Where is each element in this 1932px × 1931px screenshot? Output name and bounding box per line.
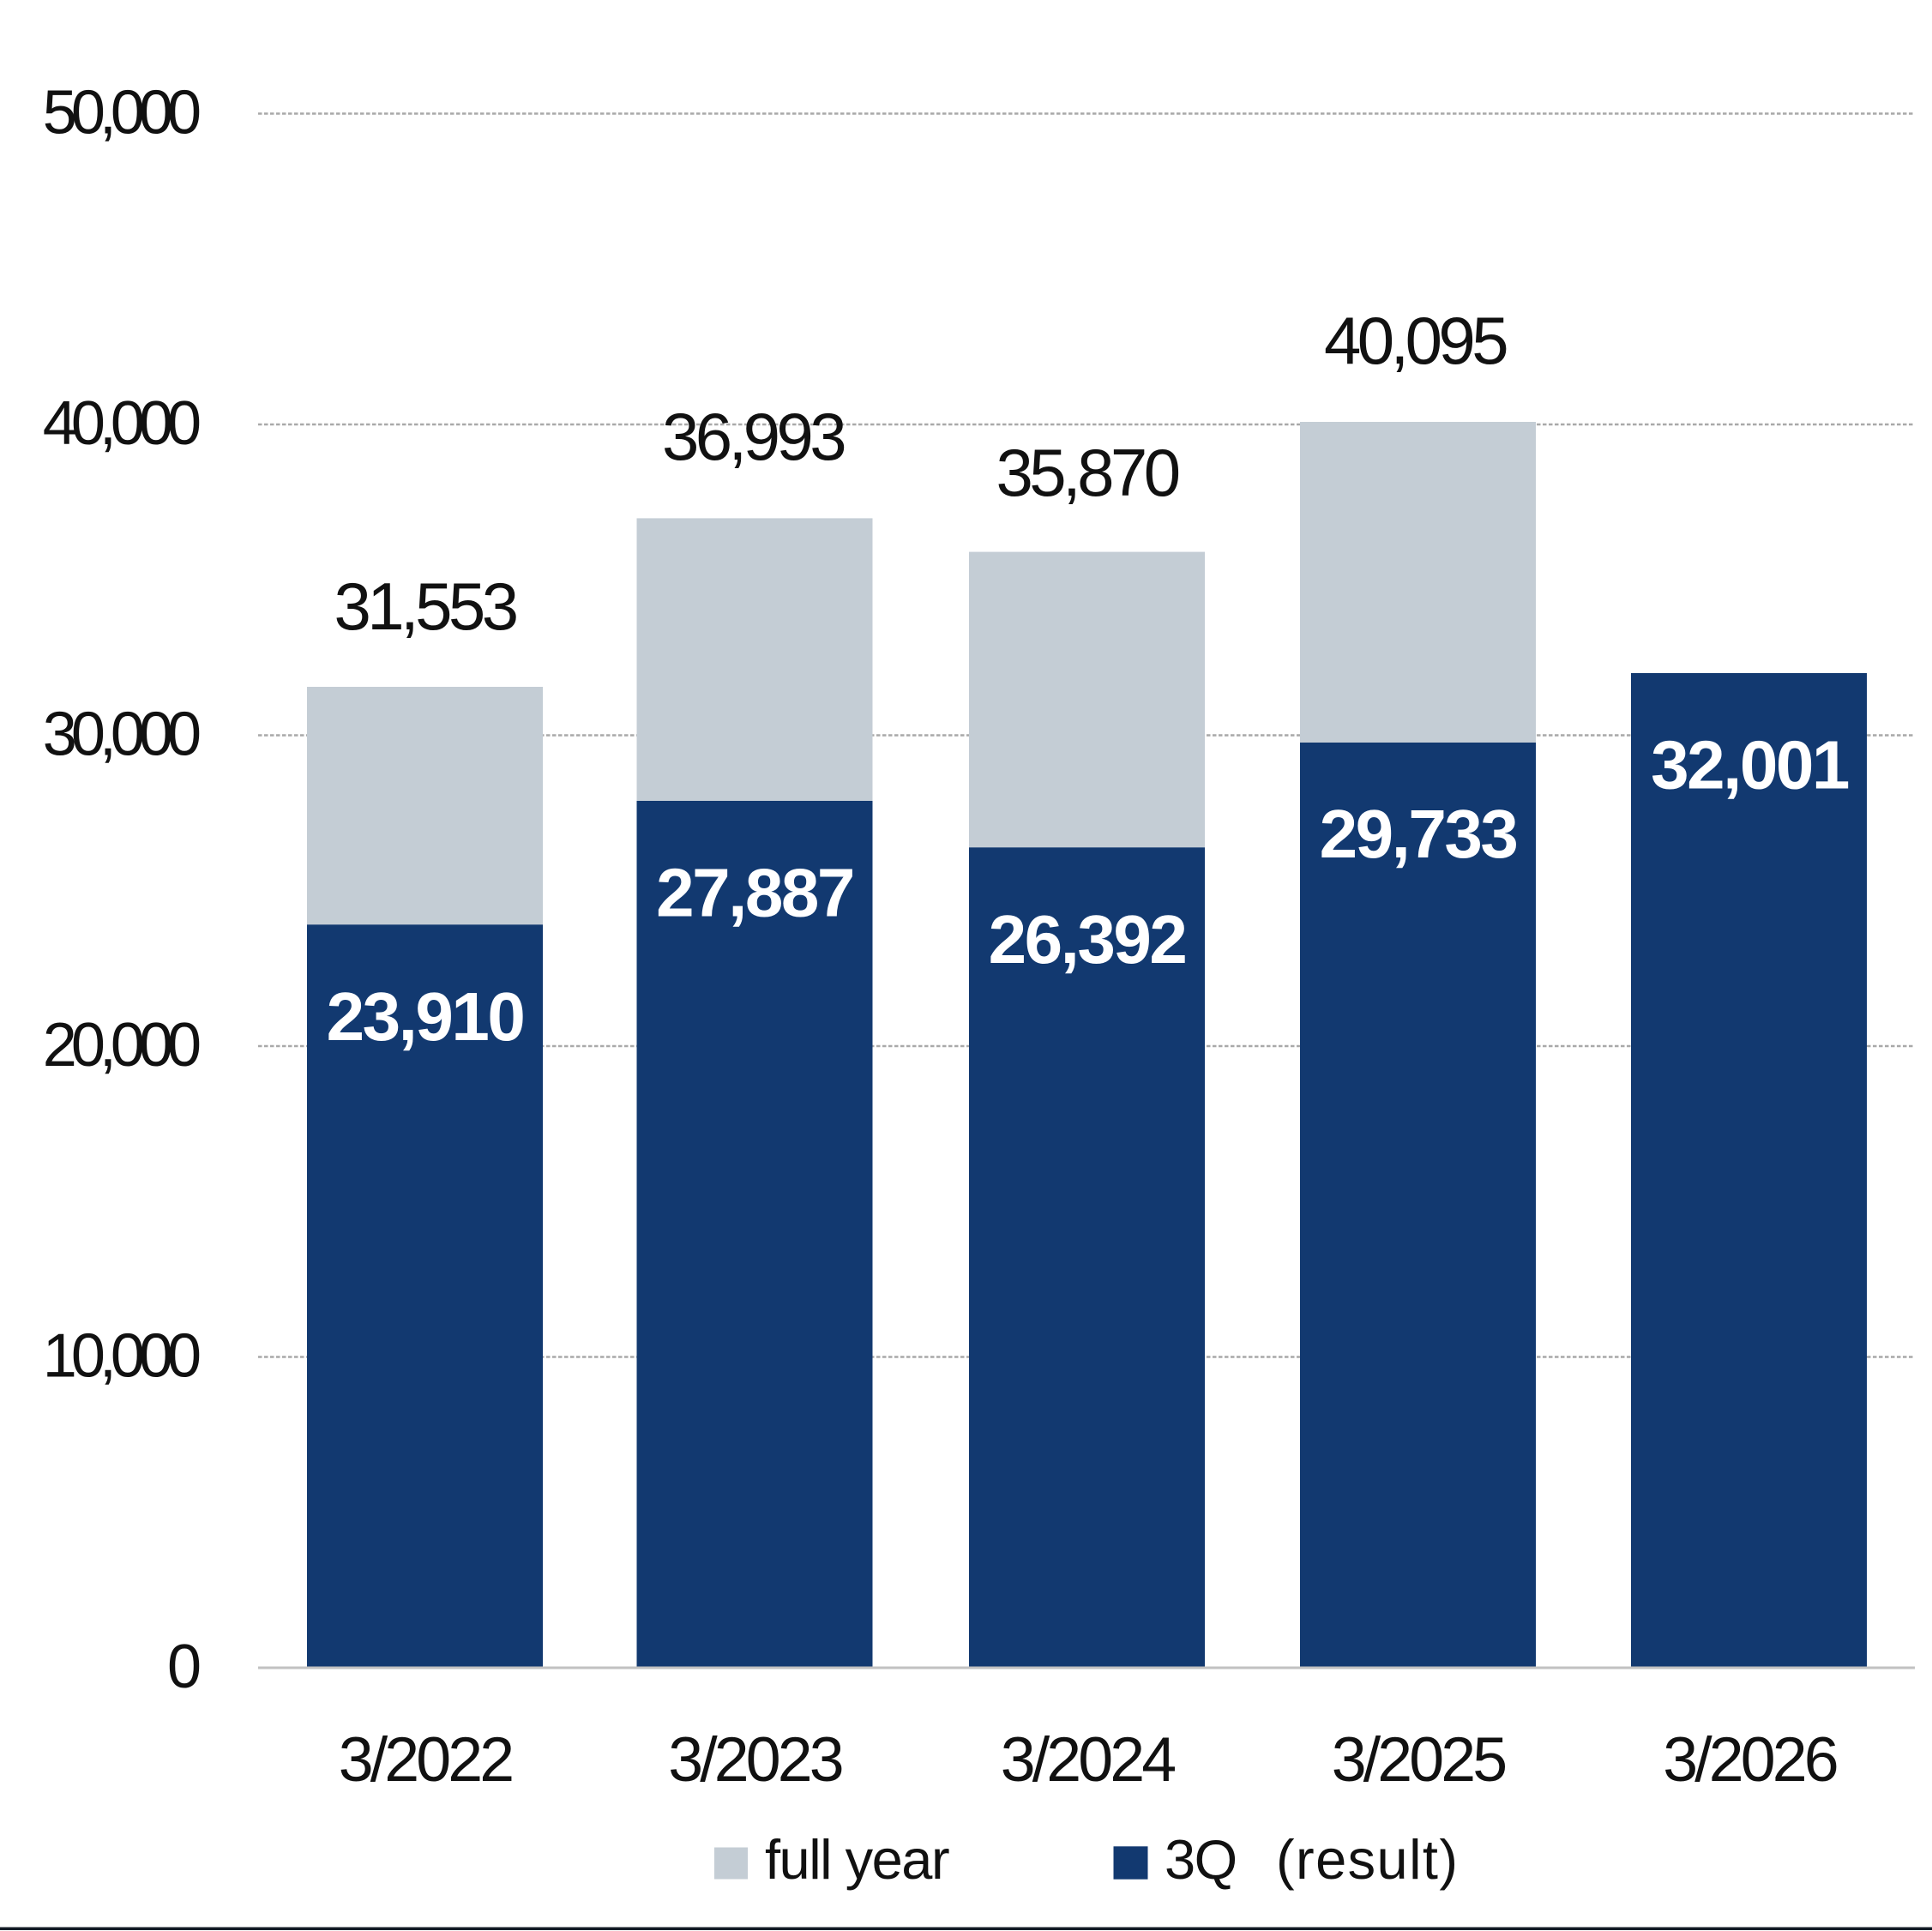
svg-text:3Q: 3Q — [1165, 1828, 1237, 1891]
svg-text:0: 0 — [167, 1633, 200, 1701]
svg-text:32,001: 32,001 — [1651, 727, 1849, 803]
svg-text:full year: full year — [765, 1828, 949, 1891]
svg-text:3/2026: 3/2026 — [1663, 1723, 1836, 1795]
svg-text:40,000: 40,000 — [43, 389, 200, 458]
svg-text:30,000: 30,000 — [43, 701, 200, 769]
svg-text:40,095: 40,095 — [1324, 303, 1507, 378]
svg-text:3/2022: 3/2022 — [339, 1723, 512, 1795]
svg-text:3/2023: 3/2023 — [668, 1723, 841, 1795]
svg-text:35,870: 35,870 — [996, 435, 1179, 510]
svg-text:3/2025: 3/2025 — [1332, 1723, 1505, 1795]
svg-text:36,993: 36,993 — [662, 399, 844, 474]
svg-text:3/2024: 3/2024 — [1001, 1723, 1175, 1795]
svg-text:26,392: 26,392 — [989, 901, 1186, 978]
svg-text:31,553: 31,553 — [334, 568, 516, 644]
svg-text:27,887: 27,887 — [656, 855, 853, 931]
svg-text:29,733: 29,733 — [1320, 796, 1517, 872]
svg-text:20,000: 20,000 — [43, 1011, 200, 1080]
svg-text:23,910: 23,910 — [327, 978, 524, 1055]
svg-text:10,000: 10,000 — [43, 1322, 200, 1391]
svg-text:50,000: 50,000 — [43, 79, 200, 147]
svg-text:(result): (result) — [1276, 1828, 1459, 1891]
